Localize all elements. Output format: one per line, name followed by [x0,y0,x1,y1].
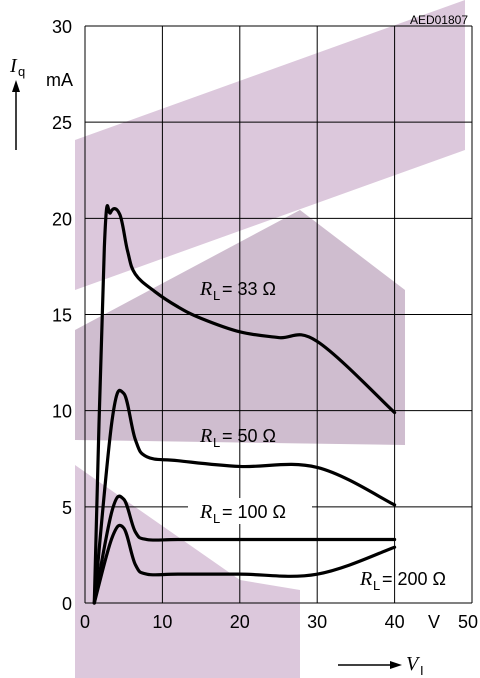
data-series [92,204,397,605]
y-axis-label: I q [9,55,25,150]
series-line-3 [92,523,397,605]
series-line-0 [92,204,397,605]
series-label-subscript: L [213,435,220,450]
series-label-subscript: L [213,511,220,526]
series-label-rl-50: R L = 50 Ω [199,425,276,450]
x-tick-label: 20 [230,612,250,632]
x-axis-subscript: I [420,663,424,678]
x-axis-label: V I [338,653,424,678]
series-label-text: = 100 Ω [222,502,286,522]
tick-labels: 0 10 20 30 40 50 0 5 10 15 20 25 30 [52,17,478,632]
series-label-rl-100: R L = 100 Ω [188,498,312,526]
x-axis-arrow-head [390,661,402,669]
x-tick-label: 50 [458,612,478,632]
series-label-background [188,498,312,524]
series-label-text: = 200 Ω [382,569,446,589]
y-unit: mA [46,70,73,90]
y-tick-label: 30 [52,17,72,37]
series-label-subscript: L [213,288,220,303]
series-label-symbol: R [199,501,212,523]
series-label-rl-33: R L = 33 Ω [199,278,276,303]
series-line-1 [92,388,397,605]
x-tick-label: 30 [307,612,327,632]
x-tick-label: 40 [385,612,405,632]
y-axis-subscript: q [18,64,25,79]
y-axis-arrow-head [12,80,20,92]
y-axis-symbol: I [9,55,18,77]
document-code: AED01807 [410,13,468,27]
series-label-text: = 50 Ω [222,426,276,446]
x-tick-label: 10 [152,612,172,632]
y-tick-label: 10 [52,402,72,422]
series-label-text: = 33 Ω [222,279,276,299]
y-tick-label: 25 [52,113,72,133]
series-label-symbol: R [199,278,212,300]
y-tick-label: 20 [52,209,72,229]
series-label-symbol: R [199,425,212,447]
series-label-subscript: L [373,578,380,593]
x-unit: V [428,612,440,632]
series-label-rl-200: R L = 200 Ω [359,568,446,593]
series-label-symbol: R [359,568,372,590]
y-tick-label: 5 [62,498,72,518]
series-line-2 [92,494,397,605]
y-tick-label: 15 [52,306,72,326]
x-tick-label: 0 [80,612,90,632]
y-tick-label: 0 [62,594,72,614]
x-axis-symbol: V [406,653,421,675]
